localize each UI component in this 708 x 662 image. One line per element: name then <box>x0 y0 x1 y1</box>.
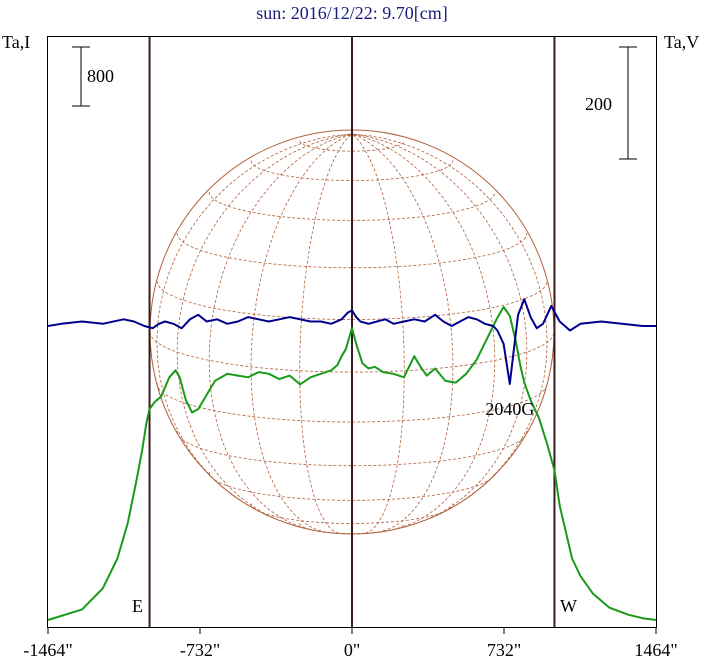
right-scale-bar-label: 200 <box>585 94 612 114</box>
right-scale-bar: 200 <box>585 46 637 160</box>
limb-label: W <box>560 596 577 616</box>
polarization-series-line <box>47 298 656 385</box>
longitude-line <box>176 133 353 526</box>
left-scale-bar: 800 <box>72 46 114 107</box>
chart-title: sun: 2016/12/22: 9.70[cm] <box>256 3 448 23</box>
x-tick-label: -732" <box>180 640 220 660</box>
x-tick-label: -1464" <box>23 640 72 660</box>
limb-label: E <box>132 596 143 616</box>
right-axis-label: Ta,V <box>664 32 699 52</box>
data-series <box>47 298 657 621</box>
longitude-line <box>351 133 496 531</box>
x-axis-ticks: -1464" -732" 0" 732" 1464" <box>23 627 678 660</box>
longitude-line <box>156 133 353 501</box>
x-tick-label: 0" <box>344 640 360 660</box>
longitude-line <box>351 133 405 534</box>
longitude-line <box>351 133 548 501</box>
longitude-line <box>351 133 528 526</box>
longitude-line <box>208 133 353 531</box>
longitude-line <box>250 133 353 533</box>
intensity-series-line <box>47 306 657 621</box>
scale-bars: 800 200 <box>72 46 637 160</box>
left-scale-bar-label: 800 <box>87 66 114 86</box>
x-tick-label: 732" <box>487 640 521 660</box>
annotation-label: 2040G <box>485 399 534 419</box>
latitude-line <box>299 523 405 534</box>
longitude-line <box>299 133 353 534</box>
annotations: 2040G <box>485 399 534 419</box>
longitude-line <box>351 133 454 533</box>
x-tick-label: 1464" <box>634 640 677 660</box>
left-axis-label: Ta,I <box>2 32 30 52</box>
